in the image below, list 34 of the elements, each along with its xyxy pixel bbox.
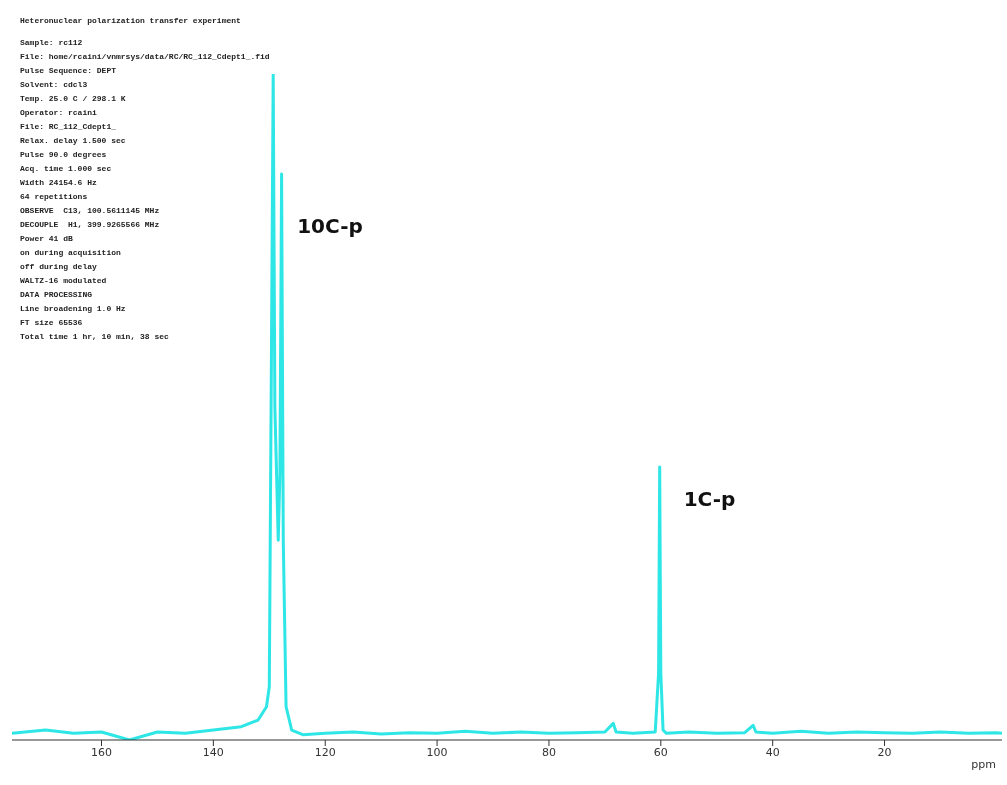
annotation: 10C-p: [297, 213, 363, 238]
annotation: Solvent: cdcl3: [20, 79, 89, 91]
annotation: Temp. 25.0 C / 298.1 K: [20, 93, 127, 105]
annotation: 1C-p: [683, 486, 736, 511]
x-axis-title: ppm: [971, 758, 996, 771]
annotation: 64 repetitions: [20, 191, 89, 203]
chart-title: Heteronuclear polarization transfer experiment: [20, 15, 242, 27]
x-tick-label: 60: [653, 745, 668, 759]
annotation: Acq. time 1.000 sec: [20, 163, 113, 175]
annotation: Pulse 90.0 degrees: [20, 149, 108, 161]
x-tick-label: 120: [314, 745, 336, 759]
annotation: Width 24154.6 Hz: [20, 177, 98, 189]
annotation: Total time 1 hr, 10 min, 38 sec: [20, 331, 170, 343]
annotation: FT size 65536: [20, 317, 84, 329]
annotation: Pulse Sequence: DEPT: [20, 65, 117, 77]
annotation: WALTZ-16 modulated: [20, 275, 108, 287]
annotation: Operator: rcaini: [20, 107, 98, 119]
x-tick-label: 80: [541, 745, 556, 759]
annotation: on during acquisition: [20, 247, 122, 259]
x-tick-label: 140: [202, 745, 224, 759]
text: Sample: rc112: [20, 37, 84, 49]
annotation: OBSERVE C13, 100.5611145 MHz: [20, 205, 161, 217]
annotation: Power 41 dB: [20, 233, 74, 245]
annotation: Relax. delay 1.500 sec: [20, 135, 127, 147]
annotation: DATA PROCESSING: [20, 289, 93, 301]
x-tick-label: 160: [90, 745, 112, 759]
x-tick-label: 40: [765, 745, 780, 759]
x-tick-label: 100: [426, 745, 448, 759]
x-tick-label: 20: [877, 745, 892, 759]
text: File: home/rcaini/vnmrsys/data/RC/RC_112_Cdept1_.fid: [20, 51, 270, 63]
annotation: Line broadening 1.0 Hz: [20, 303, 127, 315]
annotation: off during delay: [20, 261, 98, 273]
annotation: File: RC_112_Cdept1_: [20, 121, 117, 133]
annotation: DECOUPLE H1, 399.9265566 MHz: [20, 219, 161, 231]
